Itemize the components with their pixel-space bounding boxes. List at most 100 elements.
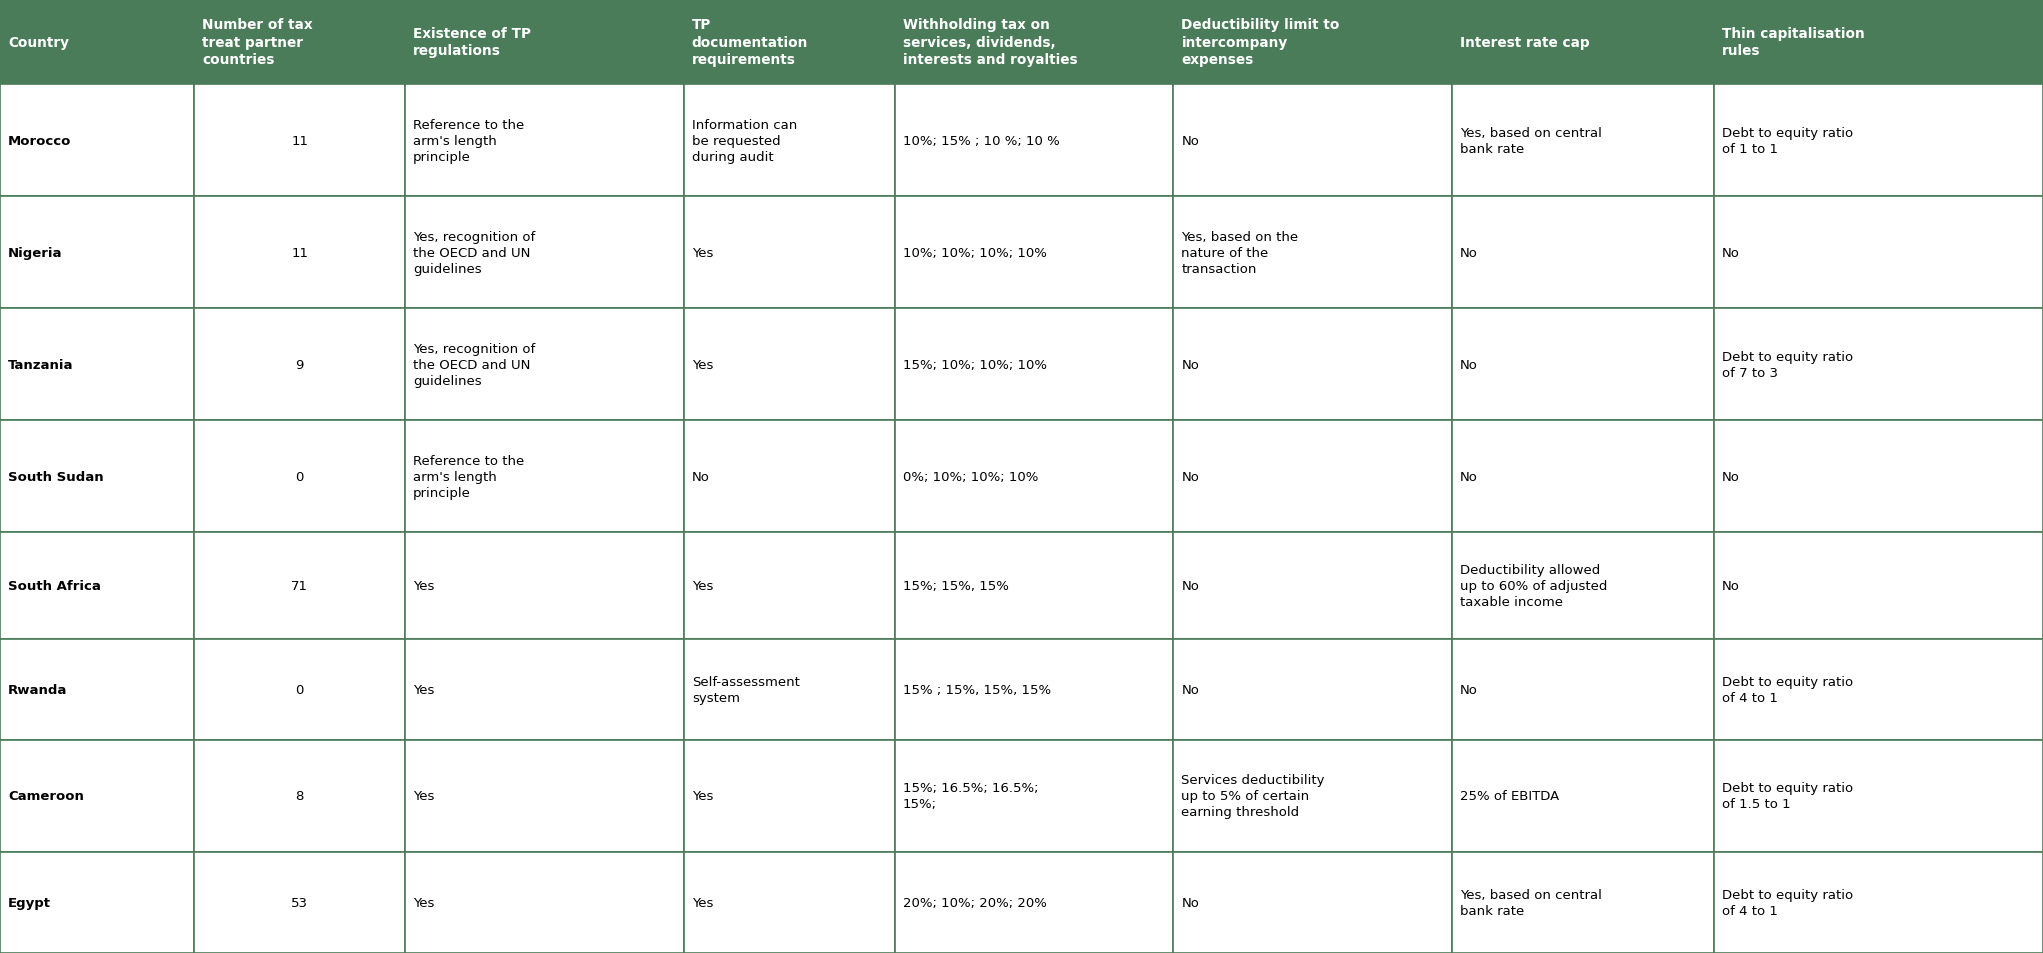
Bar — [1453, 533, 1714, 639]
Bar — [1714, 639, 2043, 740]
Text: Debt to equity ratio
of 4 to 1: Debt to equity ratio of 4 to 1 — [1722, 675, 1853, 704]
Bar — [684, 420, 895, 533]
Bar — [194, 309, 405, 420]
Text: 10%; 15% ; 10 %; 10 %: 10%; 15% ; 10 %; 10 % — [903, 134, 1060, 148]
Text: Interest rate cap: Interest rate cap — [1461, 35, 1589, 50]
Text: Yes: Yes — [693, 789, 713, 802]
Bar — [1173, 85, 1453, 197]
Text: Yes: Yes — [413, 789, 435, 802]
Text: Number of tax
treat partner
countries: Number of tax treat partner countries — [202, 18, 313, 67]
Text: Yes: Yes — [693, 247, 713, 259]
Text: No: No — [1181, 134, 1199, 148]
Text: Withholding tax on
services, dividends,
interests and royalties: Withholding tax on services, dividends, … — [903, 18, 1077, 67]
Text: 25% of EBITDA: 25% of EBITDA — [1461, 789, 1559, 802]
Text: No: No — [1461, 358, 1477, 371]
Text: Debt to equity ratio
of 7 to 3: Debt to equity ratio of 7 to 3 — [1722, 350, 1853, 379]
Bar — [0, 420, 194, 533]
Text: Cameroon: Cameroon — [8, 789, 84, 802]
Bar — [1453, 740, 1714, 852]
Text: Yes, based on central
bank rate: Yes, based on central bank rate — [1461, 888, 1602, 917]
Bar — [0, 852, 194, 953]
Bar — [895, 639, 1173, 740]
Bar — [895, 420, 1173, 533]
Text: Rwanda: Rwanda — [8, 683, 67, 696]
Bar — [1173, 740, 1453, 852]
Text: South Sudan: South Sudan — [8, 470, 104, 483]
Bar — [684, 740, 895, 852]
Bar — [0, 639, 194, 740]
Bar — [194, 852, 405, 953]
Text: 0: 0 — [296, 470, 304, 483]
Text: 0%; 10%; 10%; 10%: 0%; 10%; 10%; 10% — [903, 470, 1038, 483]
Text: Yes: Yes — [693, 896, 713, 909]
Bar — [1453, 0, 1714, 85]
Text: 20%; 10%; 20%; 20%: 20%; 10%; 20%; 20% — [903, 896, 1046, 909]
Bar — [1714, 309, 2043, 420]
Bar — [405, 852, 684, 953]
Bar — [1453, 309, 1714, 420]
Bar — [895, 85, 1173, 197]
Text: 9: 9 — [296, 358, 304, 371]
Text: Deductibility allowed
up to 60% of adjusted
taxable income: Deductibility allowed up to 60% of adjus… — [1461, 563, 1608, 608]
Bar — [1453, 420, 1714, 533]
Text: No: No — [1181, 579, 1199, 592]
Bar — [0, 85, 194, 197]
Text: Deductibility limit to
intercompany
expenses: Deductibility limit to intercompany expe… — [1181, 18, 1340, 67]
Bar — [194, 197, 405, 309]
Text: 10%; 10%; 10%; 10%: 10%; 10%; 10%; 10% — [903, 247, 1046, 259]
Bar — [0, 740, 194, 852]
Text: Debt to equity ratio
of 4 to 1: Debt to equity ratio of 4 to 1 — [1722, 888, 1853, 917]
Bar — [1714, 852, 2043, 953]
Bar — [684, 639, 895, 740]
Text: 53: 53 — [292, 896, 308, 909]
Text: No: No — [1181, 470, 1199, 483]
Text: No: No — [1461, 470, 1477, 483]
Bar — [1173, 639, 1453, 740]
Bar — [895, 197, 1173, 309]
Bar — [1173, 420, 1453, 533]
Text: No: No — [1181, 683, 1199, 696]
Text: 8: 8 — [296, 789, 304, 802]
Bar — [405, 420, 684, 533]
Text: Yes: Yes — [693, 579, 713, 592]
Bar — [0, 309, 194, 420]
Bar — [194, 420, 405, 533]
Bar — [1714, 85, 2043, 197]
Text: Yes, recognition of
the OECD and UN
guidelines: Yes, recognition of the OECD and UN guid… — [413, 231, 535, 275]
Text: TP
documentation
requirements: TP documentation requirements — [693, 18, 809, 67]
Text: 15%; 15%, 15%: 15%; 15%, 15% — [903, 579, 1009, 592]
Bar — [895, 740, 1173, 852]
Bar — [684, 85, 895, 197]
Bar — [194, 533, 405, 639]
Text: Self-assessment
system: Self-assessment system — [693, 675, 799, 704]
Text: Yes: Yes — [693, 358, 713, 371]
Text: Reference to the
arm's length
principle: Reference to the arm's length principle — [413, 454, 525, 499]
Text: Yes: Yes — [413, 683, 435, 696]
Text: Debt to equity ratio
of 1.5 to 1: Debt to equity ratio of 1.5 to 1 — [1722, 781, 1853, 810]
Bar — [194, 0, 405, 85]
Text: Information can
be requested
during audit: Information can be requested during audi… — [693, 118, 797, 164]
Bar — [1173, 0, 1453, 85]
Text: 71: 71 — [292, 579, 308, 592]
Text: Tanzania: Tanzania — [8, 358, 74, 371]
Bar — [895, 0, 1173, 85]
Bar — [684, 309, 895, 420]
Text: South Africa: South Africa — [8, 579, 100, 592]
Bar — [405, 639, 684, 740]
Text: Yes, based on the
nature of the
transaction: Yes, based on the nature of the transact… — [1181, 231, 1299, 275]
Text: No: No — [1181, 896, 1199, 909]
Bar — [405, 197, 684, 309]
Bar — [405, 0, 684, 85]
Bar — [0, 0, 194, 85]
Bar — [1714, 740, 2043, 852]
Text: 0: 0 — [296, 683, 304, 696]
Bar — [1714, 533, 2043, 639]
Bar — [895, 309, 1173, 420]
Text: Thin capitalisation
rules: Thin capitalisation rules — [1722, 27, 1865, 58]
Bar — [1453, 197, 1714, 309]
Bar — [1173, 309, 1453, 420]
Bar — [684, 0, 895, 85]
Text: Services deductibility
up to 5% of certain
earning threshold: Services deductibility up to 5% of certa… — [1181, 774, 1326, 819]
Bar — [1173, 533, 1453, 639]
Text: Yes: Yes — [413, 579, 435, 592]
